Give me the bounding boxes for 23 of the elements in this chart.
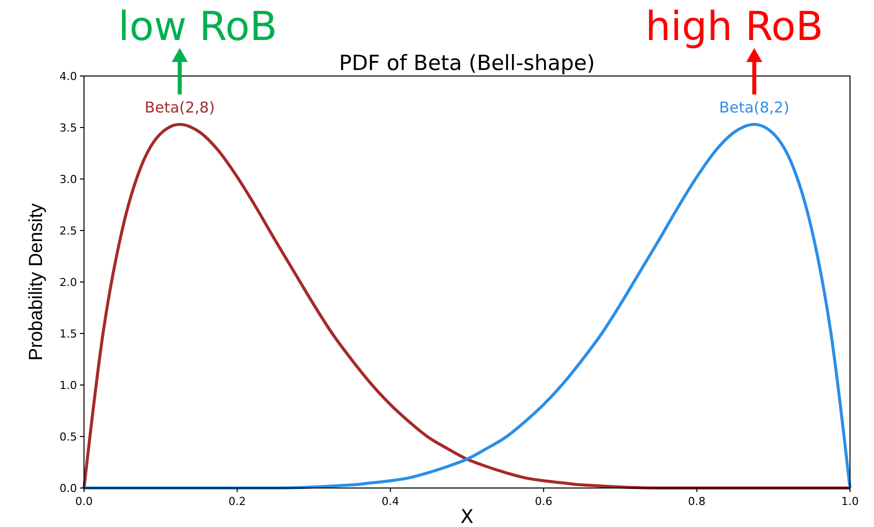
x-tick-label: 0.6 xyxy=(534,495,552,508)
y-tick-label: 2.0 xyxy=(60,276,77,289)
x-axis-title: X xyxy=(460,506,474,527)
x-tick-label: 0.2 xyxy=(228,495,246,508)
series-label: Beta(2,8) xyxy=(144,98,215,116)
x-tick-label: 0.8 xyxy=(688,495,706,508)
y-tick-label: 1.5 xyxy=(60,328,77,340)
y-tick-label: 4.0 xyxy=(60,70,77,83)
line-series xyxy=(82,122,852,490)
chart-title: PDF of Beta (Bell-shape) xyxy=(339,51,595,75)
x-tick-label: 0.4 xyxy=(382,495,400,508)
annotation: high RoB xyxy=(645,4,824,50)
x-tick-label: 1.0 xyxy=(841,495,859,508)
series-label: Beta(8,2) xyxy=(719,98,790,116)
y-tick-label: 2.5 xyxy=(60,224,77,238)
y-axis-title: Probability Density xyxy=(26,202,47,361)
y-tick-label: 3.5 xyxy=(60,122,77,134)
y-tick-label: 1.0 xyxy=(60,379,77,392)
y-tick-label: 0.5 xyxy=(60,430,77,444)
annotation: low RoB xyxy=(118,4,278,50)
x-tick-label: 0.0 xyxy=(75,495,93,508)
y-tick-label: 0.0 xyxy=(60,482,77,495)
y-tick-label: 3.0 xyxy=(60,173,77,186)
